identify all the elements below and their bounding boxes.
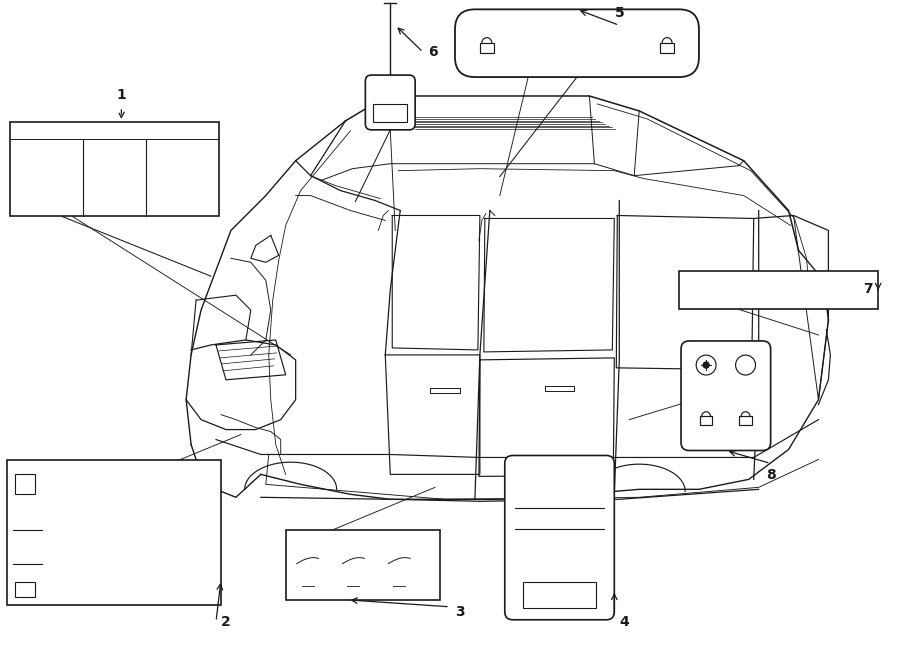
Text: 7: 7 [864,282,873,296]
Bar [285,530,440,600]
Bar [14,582,35,597]
FancyBboxPatch shape [365,75,415,130]
Bar [739,416,752,425]
Bar [374,104,407,122]
Text: 6: 6 [428,45,437,59]
FancyBboxPatch shape [681,341,770,451]
Text: 8: 8 [766,469,776,483]
Text: 5: 5 [615,7,625,20]
Bar [660,42,674,53]
FancyBboxPatch shape [455,9,699,77]
Text: 1: 1 [116,88,126,102]
Bar [14,475,35,494]
Bar [10,122,219,217]
FancyBboxPatch shape [505,455,615,620]
Bar [7,461,221,605]
Bar [679,271,878,309]
Text: 3: 3 [455,605,464,619]
Bar [480,42,494,53]
Text: 2: 2 [221,615,230,629]
Circle shape [703,362,709,368]
Text: 4: 4 [619,615,629,629]
Bar [700,416,713,425]
Bar [523,582,597,608]
